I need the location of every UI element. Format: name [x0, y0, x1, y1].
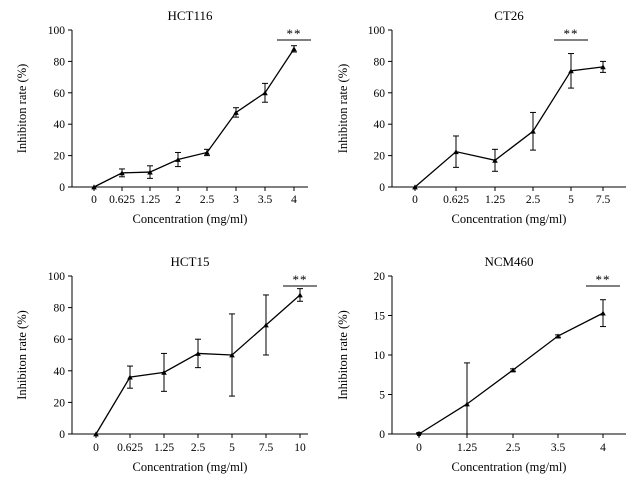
x-axis-label: Concentration (mg/ml)	[133, 460, 248, 474]
significance-label: **	[287, 26, 302, 41]
x-tick-label: 2.5	[526, 194, 541, 206]
data-point	[119, 170, 125, 176]
x-tick-label: 4	[291, 194, 297, 206]
data-point	[195, 350, 201, 356]
chart-title: NCM460	[484, 254, 533, 269]
x-tick-label: 1.25	[154, 442, 174, 454]
data-point	[263, 322, 269, 328]
x-tick-label: 7.5	[596, 194, 611, 206]
x-tick-label: 0	[416, 442, 422, 454]
data-point	[147, 169, 153, 175]
significance-label: **	[564, 26, 579, 41]
y-axis-label: Inhibiton rate (%)	[336, 64, 350, 154]
x-tick-label: 3.5	[551, 442, 566, 454]
x-tick-label: 5	[568, 194, 574, 206]
y-tick-label: 20	[54, 397, 66, 409]
chart-title: CT26	[494, 8, 524, 23]
data-point	[568, 68, 574, 74]
data-point	[555, 333, 561, 339]
data-point	[412, 184, 418, 190]
chart-panel-hct15: HCT15 0 20 40 60 80 100 0 0.625 1.25 2.5 5 7.5 10 Conc…	[15, 254, 317, 474]
y-tick-label: 100	[48, 25, 66, 37]
x-tick-label: 4	[600, 442, 606, 454]
data-point	[229, 352, 235, 358]
x-tick-label: 2.5	[191, 442, 206, 454]
y-tick-label: 80	[374, 56, 386, 68]
data-point	[416, 431, 422, 437]
y-tick-label: 40	[54, 119, 66, 131]
data-point	[600, 64, 606, 70]
data-point	[600, 310, 606, 316]
y-tick-label: 80	[54, 303, 66, 315]
y-tick-label: 80	[54, 56, 66, 68]
x-tick-label: 2	[175, 194, 181, 206]
x-tick-label: 2.5	[200, 194, 215, 206]
data-point	[127, 374, 133, 380]
x-tick-label: 0.625	[117, 442, 143, 454]
data-point	[453, 149, 459, 155]
x-axis-label: Concentration (mg/ml)	[452, 212, 567, 226]
x-tick-label: 0.625	[443, 194, 469, 206]
significance-label: **	[293, 272, 308, 287]
y-tick-label: 0	[59, 182, 65, 194]
data-point	[91, 184, 97, 190]
x-tick-label: 5	[229, 442, 235, 454]
data-point	[175, 156, 181, 162]
x-tick-label: 3.5	[258, 194, 273, 206]
series-line	[93, 48, 295, 188]
x-tick-label: 1.25	[140, 194, 160, 206]
y-tick-label: 40	[54, 366, 66, 378]
data-point	[492, 157, 498, 163]
x-tick-label: 0.625	[109, 194, 135, 206]
y-axis-label: Inhibiton rate (%)	[336, 310, 350, 400]
x-axis-label: Concentration (mg/ml)	[452, 460, 567, 474]
y-tick-label: 5	[379, 390, 385, 402]
data-point	[291, 46, 297, 52]
x-tick-label: 0	[93, 442, 99, 454]
data-point	[93, 431, 99, 437]
series-line	[414, 66, 604, 188]
data-point	[530, 128, 536, 134]
significance-label: **	[596, 272, 611, 287]
y-tick-label: 40	[374, 119, 386, 131]
y-tick-label: 0	[379, 429, 385, 441]
y-tick-label: 60	[54, 334, 66, 346]
y-tick-label: 60	[374, 88, 386, 100]
data-point	[464, 401, 470, 407]
x-tick-label: 10	[294, 442, 306, 454]
x-tick-label: 0	[412, 194, 418, 206]
y-axis-label: Inhibiton rate (%)	[15, 64, 29, 154]
y-tick-label: 20	[374, 151, 386, 163]
data-point	[204, 149, 210, 155]
data-point	[161, 369, 167, 375]
y-tick-label: 100	[48, 271, 66, 283]
chart-panel-hct116: HCT116 0 20 40 60 80 100 0 0.625 1.25 2 2.5 3 3.5 4 Con…	[15, 8, 311, 226]
x-axis-label: Concentration (mg/ml)	[133, 212, 248, 226]
y-tick-label: 60	[54, 88, 66, 100]
data-point	[262, 90, 268, 96]
data-point	[233, 109, 239, 115]
y-tick-label: 10	[374, 350, 386, 362]
chart-title: HCT15	[171, 254, 210, 269]
y-tick-label: 0	[59, 429, 65, 441]
y-tick-label: 20	[54, 151, 66, 163]
data-point	[297, 292, 303, 298]
y-tick-label: 15	[374, 311, 386, 323]
chart-panel-ncm460: NCM460 0 5 10 15 20 0 1.25 2.5 3.5 4 Concentration …	[336, 254, 626, 474]
x-tick-label: 0	[91, 194, 97, 206]
x-tick-label: 7.5	[259, 442, 274, 454]
series-line	[418, 312, 604, 435]
y-tick-label: 0	[379, 182, 385, 194]
x-tick-label: 1.25	[485, 194, 505, 206]
chart-panel-ct26: CT26 0 20 40 60 80 100 0 0.625 1.25 2.5 5 7.5 Concent…	[336, 8, 626, 226]
data-point	[510, 367, 516, 373]
y-tick-label: 20	[374, 271, 386, 283]
y-tick-label: 100	[368, 25, 386, 37]
x-tick-label: 2.5	[506, 442, 521, 454]
x-tick-label: 1.25	[457, 442, 477, 454]
x-tick-label: 3	[233, 194, 239, 206]
chart-title: HCT116	[167, 8, 213, 23]
y-axis-label: Inhibiton rate (%)	[15, 310, 29, 400]
